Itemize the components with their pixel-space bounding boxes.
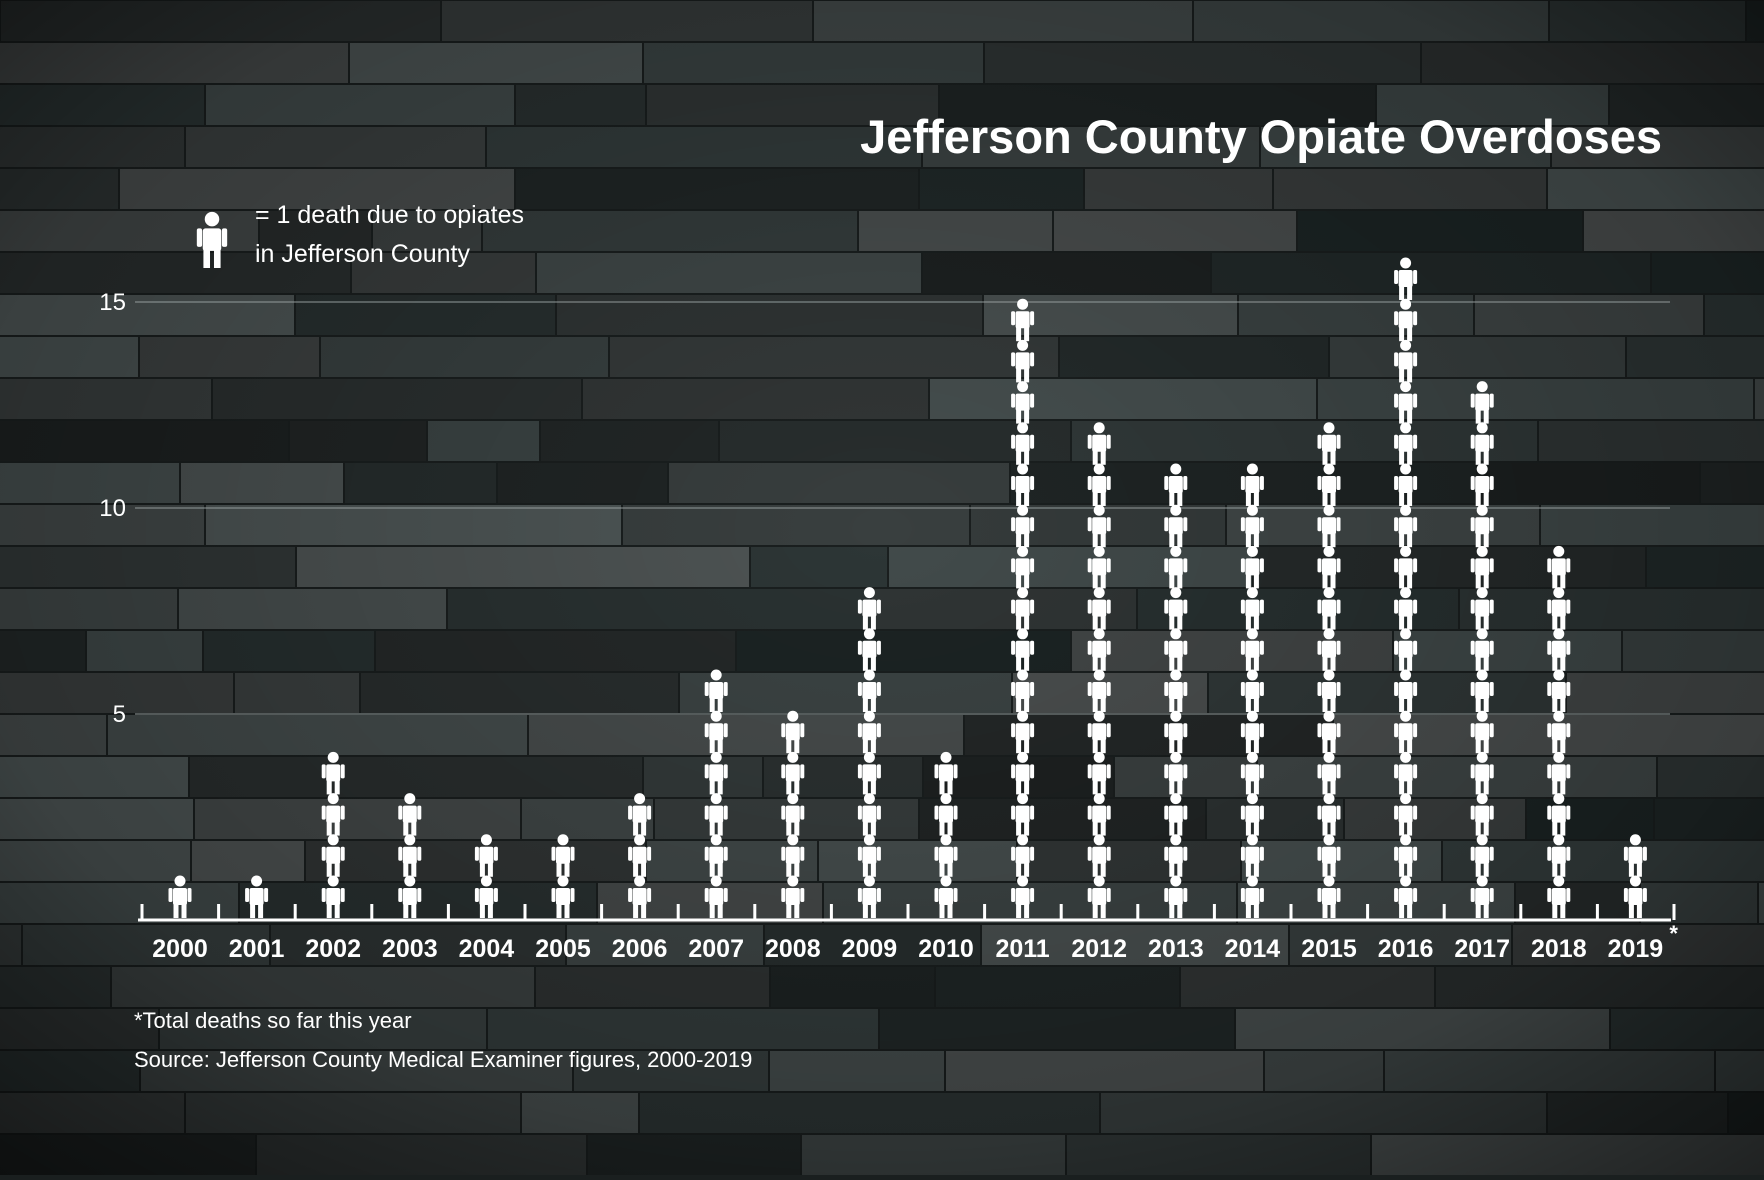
x-tick-label-2006: 2006	[612, 935, 668, 963]
legend: = 1 death due to opiates in Jefferson Co…	[196, 201, 524, 268]
x-tick-label-2012: 2012	[1071, 935, 1127, 963]
x-tick-label-2004: 2004	[459, 935, 515, 963]
x-tick-label-2019: 2019	[1608, 935, 1664, 963]
y-tick-label-10: 10	[99, 495, 126, 522]
x-tick-label-2000: 2000	[152, 935, 208, 963]
footnote: *Total deaths so far this year	[134, 1008, 412, 1033]
x-tick-label-2007: 2007	[688, 935, 744, 963]
x-tick-label-2008: 2008	[765, 935, 821, 963]
x-tick-label-2010: 2010	[918, 935, 974, 963]
y-tick-label-15: 15	[99, 289, 126, 316]
source-note: Source: Jefferson County Medical Examine…	[134, 1047, 752, 1072]
bar-2003	[398, 793, 422, 918]
x-tick-label-2001: 2001	[229, 935, 285, 963]
x-tick-label-2011: 2011	[995, 935, 1049, 963]
chart-title: Jefferson County Opiate Overdoses	[860, 110, 1662, 163]
x-tick-label-2015: 2015	[1301, 935, 1357, 963]
x-tick-label-2016: 2016	[1378, 935, 1434, 963]
legend-text-line2: in Jefferson County	[255, 240, 470, 268]
x-tick-label-2002: 2002	[305, 935, 361, 963]
x-tick-label-2017: 2017	[1454, 935, 1510, 963]
bar-2006	[628, 793, 652, 918]
x-tick-marker-2019: *	[1669, 921, 1678, 946]
y-tick-label-5: 5	[113, 701, 126, 728]
x-tick-label-2003: 2003	[382, 935, 438, 963]
x-tick-label-2018: 2018	[1531, 935, 1587, 963]
gridlines	[135, 301, 1670, 715]
x-tick-label-2014: 2014	[1225, 935, 1281, 963]
x-axis	[138, 904, 1676, 922]
x-tick-label-2009: 2009	[842, 935, 898, 963]
x-tick-label-2013: 2013	[1148, 935, 1204, 963]
x-axis-labels: 2000 2001 2002 2003 2004 2005 2006 2007 2008 2009…	[152, 921, 1678, 963]
x-tick-label-2005: 2005	[535, 935, 591, 963]
legend-text-line1: = 1 death due to opiates	[255, 201, 524, 229]
y-axis-ticks: 5 10 15	[99, 289, 126, 728]
